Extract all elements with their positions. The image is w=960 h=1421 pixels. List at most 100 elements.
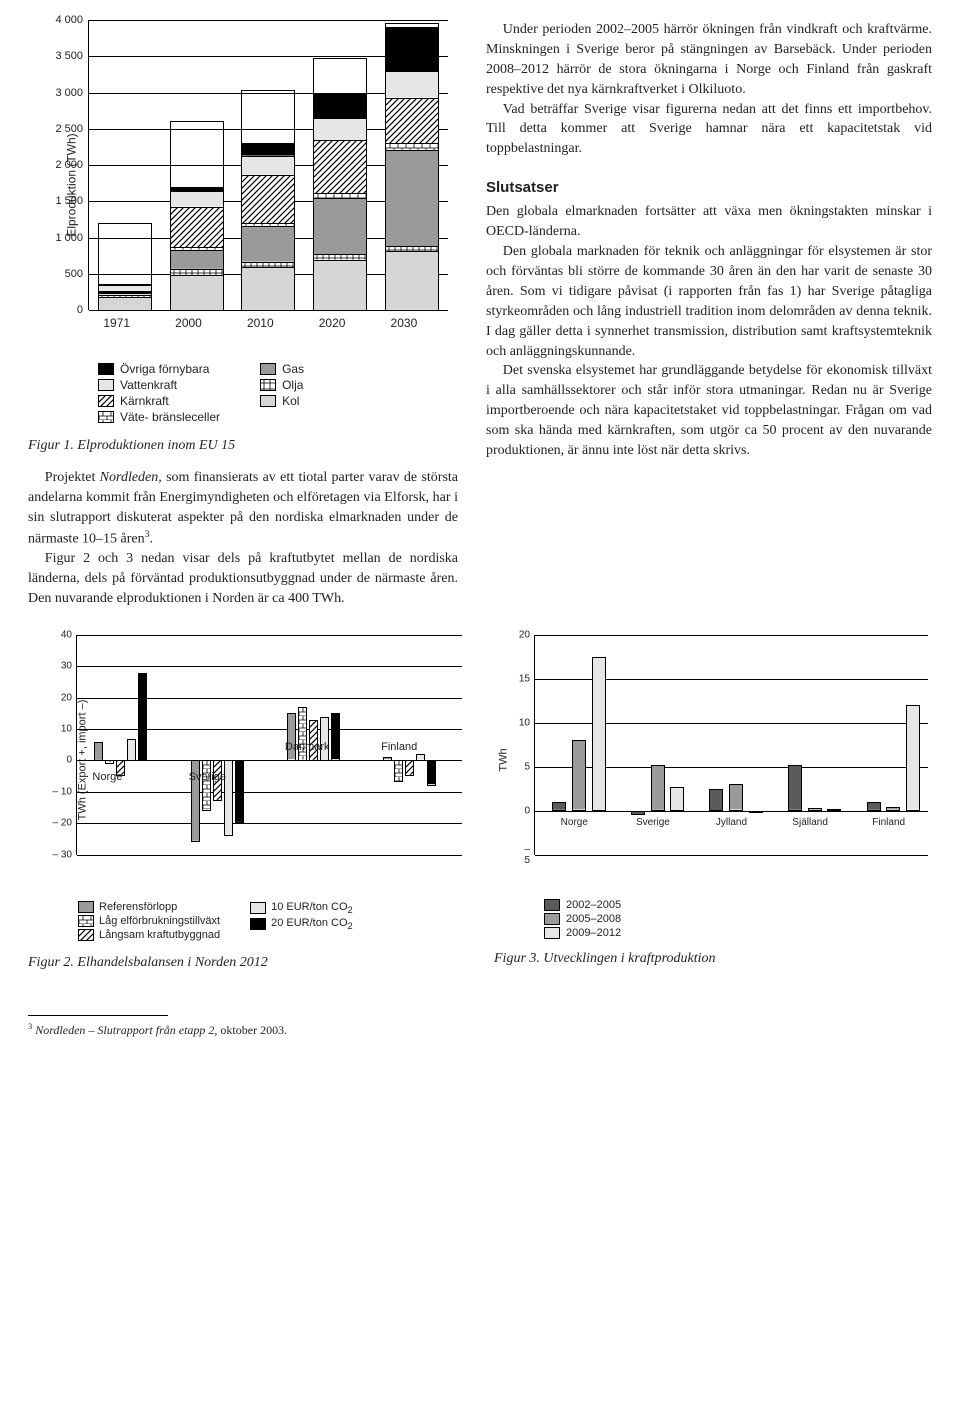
segment-kol (99, 297, 151, 310)
paragraph: Vad beträffar Sverige visar figurerna ne… (486, 100, 932, 160)
segment-vattenkraft (314, 118, 366, 140)
bar (572, 740, 586, 810)
segment-karnkraft (386, 98, 438, 143)
fig1-legend-right: GasOljaKol (260, 360, 304, 426)
left-column: Elproduktion (TWh) 05001 0001 5002 0002 … (28, 20, 458, 609)
segment-karnkraft (171, 207, 223, 247)
legend-item: Vattenkraft (98, 378, 220, 392)
ytick: 15 (519, 673, 535, 684)
fig3-ylabel: TWh (498, 748, 510, 771)
right-column: Under perioden 2002–2005 härrör ökningen… (486, 20, 932, 609)
footnote-number: 3 (28, 1022, 32, 1031)
segment-vattenkraft (171, 191, 223, 207)
legend-item: 10 EUR/ton CO2 (250, 901, 353, 915)
bar-1971 (98, 223, 152, 310)
fig1-legend-left: Övriga förnybara Vattenkraft Kärnkraft Väte… (98, 360, 220, 426)
segment-kol (386, 251, 438, 310)
bar (729, 784, 743, 810)
paragraph: Projektet Nordleden, som finansierats av… (28, 468, 458, 549)
segment-kol (314, 260, 366, 310)
text: Projektet (45, 470, 100, 485)
bar (670, 787, 684, 811)
ytick: 500 (65, 268, 89, 280)
ytick: 10 (519, 717, 535, 728)
xtick: 1971 (103, 310, 130, 330)
fig2-legend: ReferensförloppLåg elförbrukningstillväx… (78, 899, 466, 943)
footnote-rule (28, 1015, 168, 1016)
segment-ovriga (386, 27, 438, 71)
bottom-section: TWh (Export +, import –) – 30– 20– 10010… (28, 635, 932, 985)
ytick: 3 000 (55, 87, 89, 99)
ytick: 20 (519, 629, 535, 640)
fig1-legend: Övriga förnybara Vattenkraft Kärnkraft Väte… (98, 360, 458, 426)
ytick: – 20 (53, 818, 77, 829)
country-label: Finland (381, 741, 417, 753)
legend-item: 20 EUR/ton CO2 (250, 917, 353, 931)
bar (906, 705, 920, 811)
bar (651, 765, 665, 811)
figure-2-chart: TWh (Export +, import –) – 30– 20– 10010… (28, 635, 466, 885)
bar (788, 765, 802, 811)
ytick: 30 (61, 661, 77, 672)
country-label: Norge (92, 771, 122, 783)
fig1-plot: 05001 0001 5002 0002 5003 0003 5004 0001… (88, 20, 448, 310)
footnote-tail: , oktober 2003. (214, 1023, 287, 1037)
segment-gas (314, 198, 366, 254)
footnote: 3 Nordleden – Slutrapport från etapp 2, … (28, 1022, 932, 1038)
ytick: 1 000 (55, 232, 89, 244)
segment-ovriga (314, 93, 366, 118)
footnote-title: Nordleden – Slutrapport från etapp 2 (35, 1023, 214, 1037)
country-label: Danmark (285, 741, 330, 753)
legend-item: Väte- bränsleceller (98, 410, 220, 424)
ytick: 0 (77, 304, 89, 316)
figure-3-box: TWh – 505101520NorgeSverigeJyllandSjälla… (494, 635, 932, 985)
ytick: 2 500 (55, 123, 89, 135)
legend-item: 2009–2012 (544, 927, 932, 939)
segment-karnkraft (242, 175, 294, 223)
legend-item: Kärnkraft (98, 394, 220, 408)
figure-1-chart: Elproduktion (TWh) 05001 0001 5002 0002 … (28, 20, 458, 350)
fig2-plot: – 30– 20– 10010203040NorgeSverigeDanmark… (76, 635, 462, 855)
xtick: Själland (771, 811, 850, 828)
legend-item: 2002–2005 (544, 899, 932, 911)
figure-3-chart: TWh – 505101520NorgeSverigeJyllandSjälla… (494, 635, 932, 885)
xtick: 2020 (319, 310, 346, 330)
ytick: 0 (524, 805, 535, 816)
left-body-text: Projektet Nordleden, som finansierats av… (28, 468, 458, 609)
legend-item: Olja (260, 378, 304, 392)
segment-ovriga (242, 143, 294, 156)
ytick: 40 (61, 629, 77, 640)
ytick: 3 500 (55, 50, 89, 62)
paragraph: Det svenska elsystemet har grundläggande… (486, 361, 932, 460)
bar (867, 802, 881, 811)
ytick: – 5 (524, 844, 535, 866)
segment-gas (171, 250, 223, 269)
segment-kol (171, 275, 223, 310)
country-label: Sverige (189, 771, 226, 783)
legend-item: Långsam kraftutbyggnad (78, 929, 220, 941)
paragraph: Den globala marknaden för teknik och anl… (486, 242, 932, 361)
bar-2020 (313, 58, 367, 310)
segment-karnkraft (314, 140, 366, 193)
ytick: 5 (524, 761, 535, 772)
legend-item: Övriga förnybara (98, 362, 220, 376)
bar (592, 657, 606, 811)
legend-item: Låg elförbrukningstillväxt (78, 915, 220, 927)
segment-vate (386, 143, 438, 150)
fig1-caption: Figur 1. Elproduktionen inom EU 15 (28, 438, 458, 454)
fig3-legend: 2002–2005 2005–2008 2009–2012 (544, 899, 932, 939)
ytick: 4 000 (55, 14, 89, 26)
fig3-plot: – 505101520NorgeSverigeJyllandSjällandFi… (534, 635, 928, 855)
legend-item: Gas (260, 362, 304, 376)
group-Sverige (191, 635, 253, 855)
text: . (150, 531, 154, 546)
ytick: – 10 (53, 786, 77, 797)
fig2-caption: Figur 2. Elhandelsbalansen i Norden 2012 (28, 955, 466, 971)
segment-kol (242, 267, 294, 310)
segment-vattenkraft (242, 156, 294, 175)
legend-item: 2005–2008 (544, 913, 932, 925)
paragraph: Figur 2 och 3 nedan visar dels på kraftu… (28, 549, 458, 609)
bar-2000 (170, 121, 224, 310)
ytick: 20 (61, 692, 77, 703)
text-italic: Nordleden, (100, 470, 162, 485)
